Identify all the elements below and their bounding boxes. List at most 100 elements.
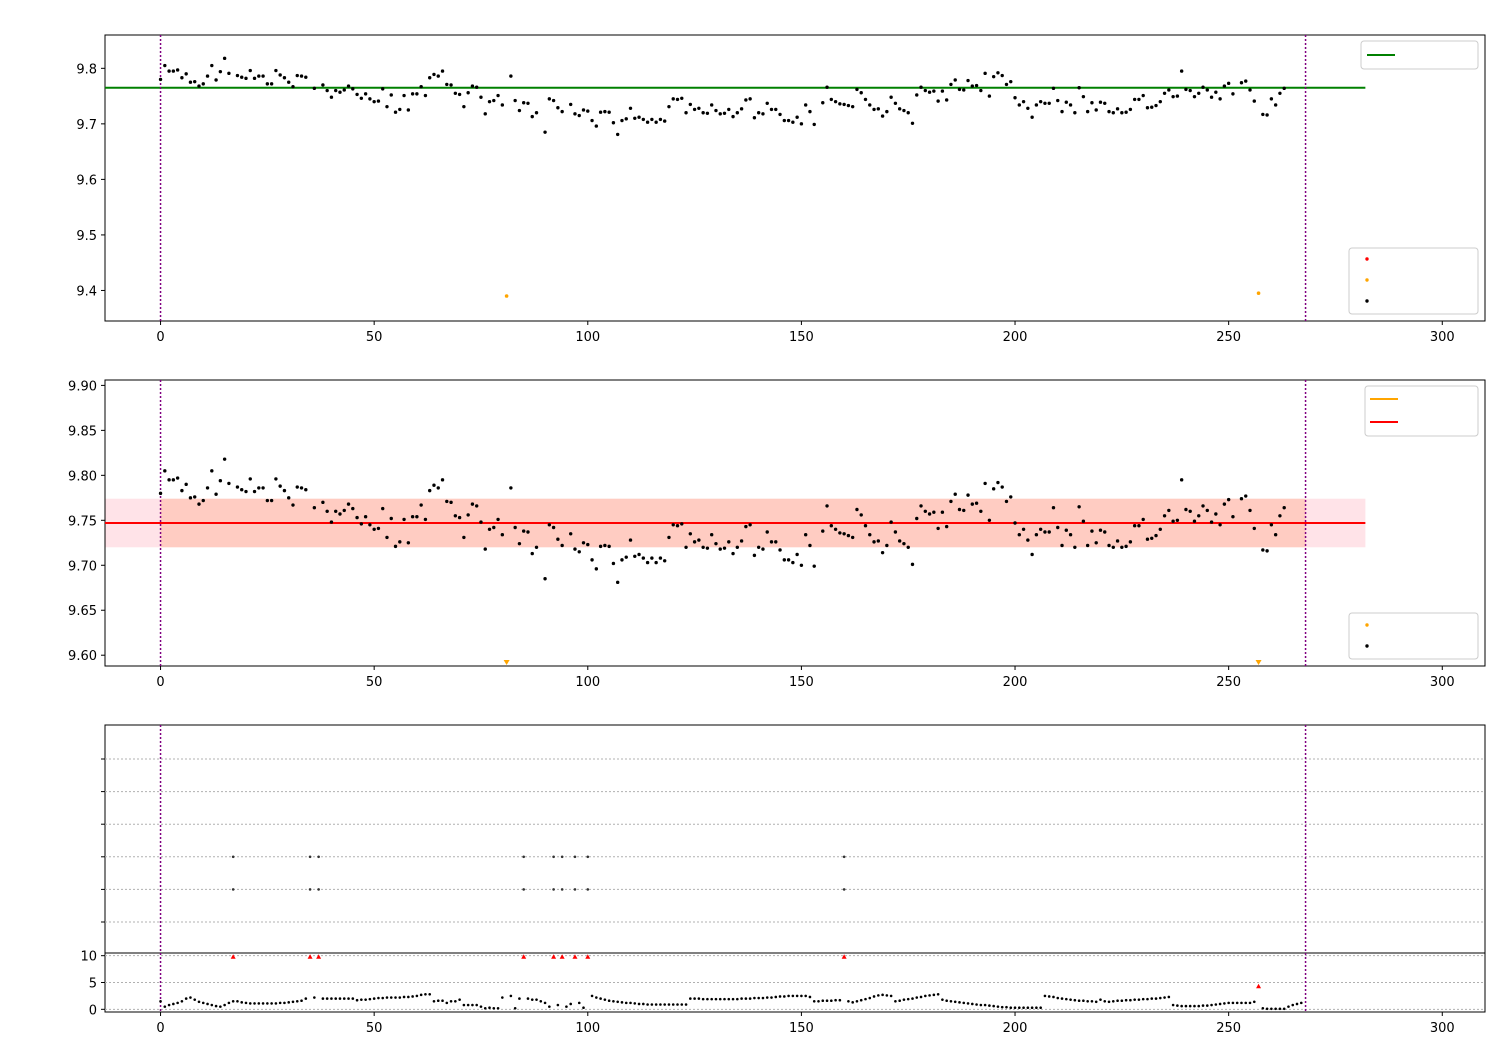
- ok-point: [915, 516, 919, 521]
- dr-point: [1244, 1001, 1248, 1005]
- ok-point: [1068, 103, 1073, 107]
- ok-point: [1115, 539, 1120, 543]
- flag-point: [842, 855, 846, 859]
- dr-point: [1005, 1005, 1008, 1009]
- ok-point: [334, 88, 338, 93]
- ok-point: [615, 132, 620, 137]
- ok-point: [244, 489, 248, 494]
- ok-point: [475, 85, 479, 89]
- ok-point: [158, 77, 163, 82]
- ok-point: [667, 535, 671, 540]
- ok-point: [808, 109, 812, 114]
- dr-point: [381, 996, 385, 1000]
- dr-flag-marker: [572, 954, 578, 959]
- ok-point: [406, 108, 411, 112]
- ok-point: [838, 102, 842, 106]
- ok-point: [201, 82, 205, 86]
- ok-point: [184, 482, 188, 487]
- ok-point: [1261, 548, 1265, 552]
- ok-point: [274, 477, 278, 481]
- ok-point: [1013, 96, 1017, 100]
- ok-point: [1004, 82, 1009, 87]
- ok-point: [227, 481, 231, 486]
- dr-point: [906, 997, 910, 1001]
- ok-point: [1145, 537, 1150, 541]
- dr-point: [1111, 999, 1115, 1003]
- ok-point: [1107, 109, 1111, 114]
- legend-point-marker: [1365, 644, 1369, 648]
- ok-point: [944, 524, 949, 529]
- ok-point: [1064, 100, 1069, 104]
- dr-point: [261, 1002, 265, 1005]
- ok-point: [1218, 523, 1222, 527]
- ok-point: [799, 563, 804, 567]
- dr-point: [727, 997, 731, 1001]
- ok-point: [163, 63, 167, 68]
- ok-point: [897, 539, 902, 543]
- ok-point: [633, 554, 637, 558]
- dr-point: [1141, 997, 1145, 1001]
- dr-point: [389, 996, 393, 999]
- dr-point: [800, 994, 803, 998]
- ok-point: [846, 533, 851, 538]
- ok-point: [791, 120, 795, 124]
- dr-point: [496, 1006, 500, 1010]
- ok-point: [970, 84, 975, 88]
- ok-point: [838, 531, 842, 535]
- ok-point: [979, 509, 983, 514]
- ok-point: [1115, 107, 1120, 111]
- ok-point: [551, 98, 556, 103]
- ok-point: [402, 517, 406, 522]
- ok-point: [1026, 538, 1030, 542]
- ok-point: [765, 101, 769, 106]
- flag-point: [522, 888, 525, 891]
- ok-point: [1038, 99, 1043, 104]
- ok-point: [735, 111, 740, 115]
- dr-point: [996, 1005, 1000, 1008]
- ok-point: [987, 518, 992, 523]
- dr-point: [159, 999, 162, 1003]
- ok-point: [1111, 111, 1115, 115]
- y-tick-label: 10: [80, 950, 97, 965]
- dr-point: [1248, 1001, 1252, 1005]
- dr-point: [676, 1003, 679, 1006]
- ok-point: [731, 114, 735, 119]
- ok-point: [1111, 545, 1115, 549]
- ok-point: [175, 68, 180, 72]
- dr-point: [710, 997, 713, 1001]
- x-tick-label: 200: [1003, 1021, 1028, 1036]
- ok-point: [829, 97, 834, 102]
- ok-point: [1175, 518, 1180, 523]
- ok-point: [543, 577, 547, 581]
- ok-point: [205, 74, 210, 78]
- dr-point: [535, 998, 538, 1001]
- ok-point: [859, 91, 863, 95]
- ok-point: [355, 515, 359, 520]
- dr-point: [817, 999, 820, 1003]
- ok-point: [983, 481, 987, 486]
- ok-point: [936, 526, 940, 531]
- dr-point: [1231, 1001, 1235, 1005]
- ok-point: [457, 92, 462, 97]
- ok-point: [432, 483, 436, 487]
- ok-point: [312, 506, 317, 510]
- ok-point: [1154, 533, 1158, 538]
- dr-point: [1022, 1006, 1025, 1010]
- dr-point: [889, 994, 893, 998]
- ok-point: [560, 109, 564, 114]
- ok-point: [949, 499, 953, 504]
- ok-point: [765, 530, 769, 534]
- y-tick-label: 9.80: [68, 469, 97, 484]
- ok-point: [927, 90, 932, 94]
- ok-point: [1004, 499, 1009, 504]
- dr-point: [646, 1003, 649, 1006]
- ok-point: [607, 110, 611, 114]
- ok-point: [1252, 526, 1256, 531]
- ok-point: [1073, 545, 1077, 549]
- ok-point: [923, 509, 928, 514]
- ok-point: [705, 546, 710, 550]
- dr-point: [180, 999, 184, 1003]
- x-tick-label: 250: [1216, 1021, 1241, 1036]
- agasc-point-legend: [1348, 247, 1479, 315]
- dr-point: [223, 1003, 226, 1007]
